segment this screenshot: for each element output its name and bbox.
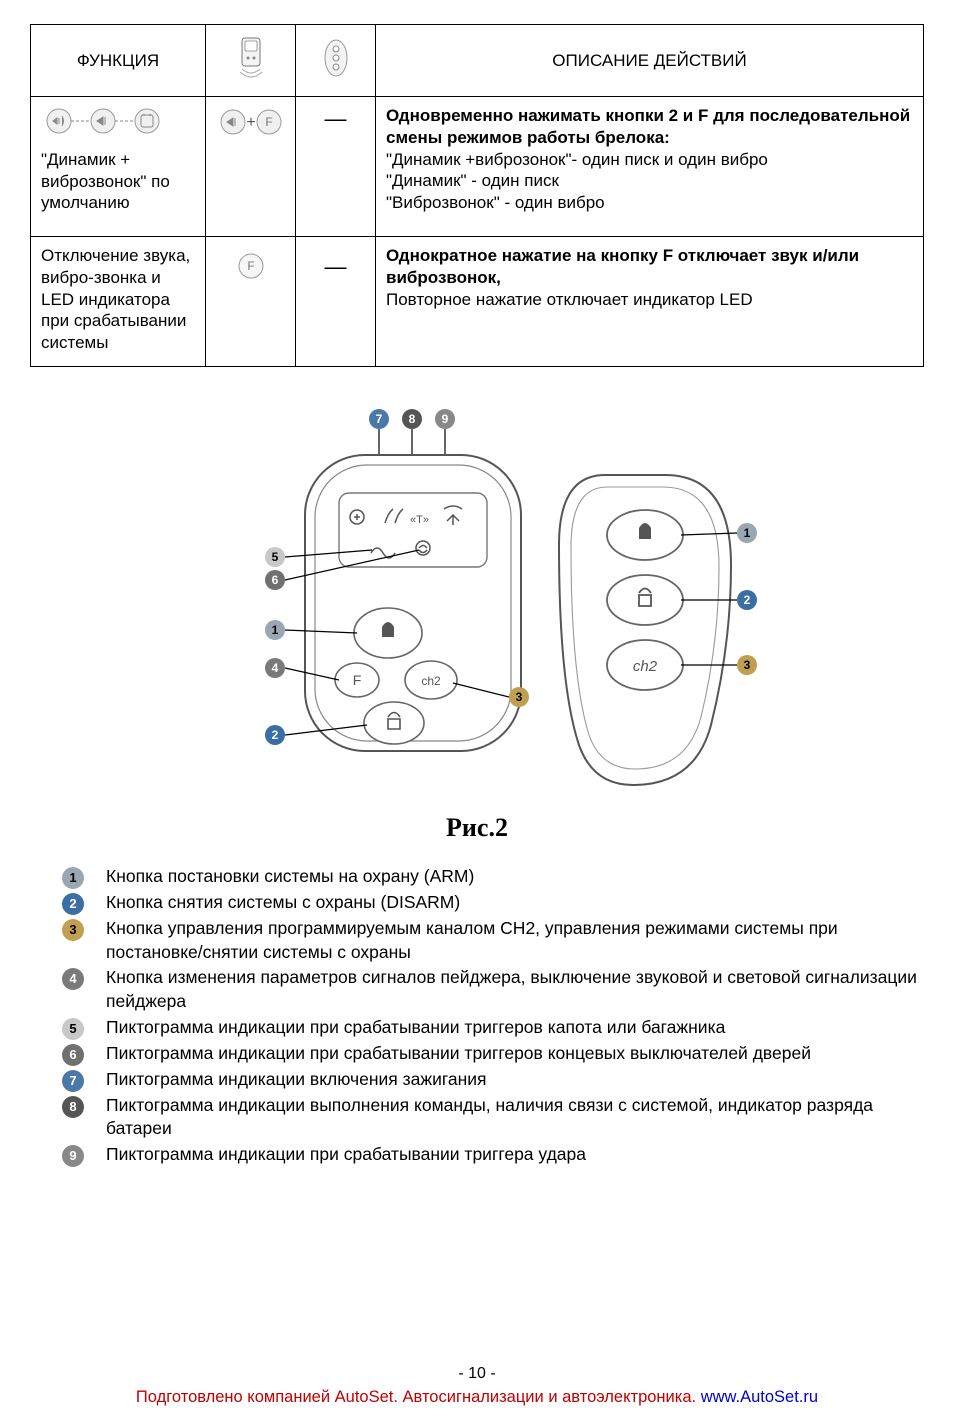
legend-item: 6 Пиктограмма индикации при срабатывании … [62,1042,918,1066]
footer-text1: Подготовлено компанией AutoSet. [136,1388,403,1406]
legend-number-icon: 4 [62,968,84,990]
svg-text:1: 1 [744,526,751,540]
legend-number-icon: 8 [62,1096,84,1118]
legend-text: Кнопка постановки системы на охрану (ARM… [106,865,918,889]
desc-line: "Динамик +виброзонок"- один писк и один … [386,149,913,171]
legend-number-icon: 9 [62,1145,84,1167]
legend-text: Пиктограмма индикации включения зажигани… [106,1068,918,1092]
desc-bold: Однократное нажатие на кнопку F отключае… [386,245,913,289]
svg-text:9: 9 [442,412,449,426]
footer: Подготовлено компанией AutoSet. Автосигн… [0,1388,954,1407]
legend-number-icon: 3 [62,919,84,941]
figure-caption: Рис.2 [446,813,508,843]
legend-text: Пиктограмма индикации при срабатывании т… [106,1042,918,1066]
icon2-cell: — [296,97,376,237]
svg-text:ch2: ch2 [633,658,658,675]
func-label: Отключение звука, вибро-звонка и LED инд… [41,245,195,354]
func-label: "Динамик + виброзвонок" по умолчанию [41,149,195,214]
table-header-row: ФУНКЦИЯ ОПИСАНИЕ ДЕЙСТВИЙ [31,25,924,97]
svg-text:«T»: «T» [410,514,429,526]
svg-text:F: F [265,115,272,129]
table-row: Отключение звука, вибро-звонка и LED инд… [31,237,924,367]
func-cell: "Динамик + виброзвонок" по умолчанию [31,97,206,237]
figure-wrapper: 7 8 9 «T» [30,405,924,843]
legend-item: 3 Кнопка управления программируемым канал… [62,917,918,964]
legend-text: Кнопка снятия системы с охраны (DISARM) [106,891,918,915]
header-description: ОПИСАНИЕ ДЕЙСТВИЙ [376,25,924,97]
footer-link[interactable]: www.AutoSet.ru [701,1388,818,1406]
svg-text:+: + [246,114,255,131]
legend-item: 5 Пиктограмма индикации при срабатывании … [62,1016,918,1040]
legend-item: 4 Кнопка изменения параметров сигналов пе… [62,966,918,1013]
svg-text:ch2: ch2 [421,674,441,688]
legend-text: Пиктограмма индикации выполнения команды… [106,1094,918,1141]
legend-item: 7 Пиктограмма индикации включения зажиган… [62,1068,918,1092]
functions-table: ФУНКЦИЯ ОПИСАНИЕ ДЕЙСТВИЙ [30,24,924,367]
legend-item: 1 Кнопка постановки системы на охрану (AR… [62,865,918,889]
page-number: - 10 - [0,1365,954,1383]
desc-cell: Однократное нажатие на кнопку F отключае… [376,237,924,367]
header-icon2 [296,25,376,97]
legend-number-icon: 7 [62,1070,84,1092]
legend-number-icon: 2 [62,893,84,915]
legend-item: 8 Пиктограмма индикации выполнения команд… [62,1094,918,1141]
icon1-cell: + F [206,97,296,237]
footer-text2: Автосигнализации и автоэлектроника. [403,1388,701,1406]
func-cell: Отключение звука, вибро-звонка и LED инд… [31,237,206,367]
legend-number-icon: 1 [62,867,84,889]
svg-text:3: 3 [744,658,751,672]
legend-number-icon: 5 [62,1018,84,1040]
svg-text:2: 2 [744,593,751,607]
svg-text:F: F [353,672,362,688]
legend-text: Кнопка изменения параметров сигналов пей… [106,966,918,1013]
legend-item: 2 Кнопка снятия системы с охраны (DISARM) [62,891,918,915]
desc-line: Повторное нажатие отключает индикатор LE… [386,289,913,311]
svg-text:7: 7 [376,412,383,426]
desc-cell: Одновременно нажимать кнопки 2 и F для п… [376,97,924,237]
svg-text:F: F [247,259,254,273]
dash-icon: — [325,254,347,279]
legend-text: Пиктограмма индикации при срабатывании т… [106,1143,918,1167]
svg-text:3: 3 [516,690,523,704]
dash-icon: — [325,106,347,131]
legend-item: 9 Пиктограмма индикации при срабатывании … [62,1143,918,1167]
icon2-cell: — [296,237,376,367]
svg-text:5: 5 [272,550,279,564]
svg-text:2: 2 [272,728,279,742]
svg-text:8: 8 [409,412,416,426]
table-row: "Динамик + виброзвонок" по умолчанию + F… [31,97,924,237]
svg-text:1: 1 [272,623,279,637]
legend-text: Кнопка управления программируемым канало… [106,917,918,964]
legend-list: 1 Кнопка постановки системы на охрану (AR… [30,865,924,1167]
desc-line: "Виброзвонок" - один вибро [386,192,913,214]
header-icon1 [206,25,296,97]
svg-text:6: 6 [272,573,279,587]
icon1-cell: F [206,237,296,367]
svg-text:4: 4 [272,661,279,675]
legend-number-icon: 6 [62,1044,84,1066]
legend-text: Пиктограмма индикации при срабатывании т… [106,1016,918,1040]
desc-bold: Одновременно нажимать кнопки 2 и F для п… [386,105,913,149]
remote-diagram: 7 8 9 «T» [187,405,767,795]
desc-line: "Динамик" - один писк [386,170,913,192]
header-function: ФУНКЦИЯ [31,25,206,97]
